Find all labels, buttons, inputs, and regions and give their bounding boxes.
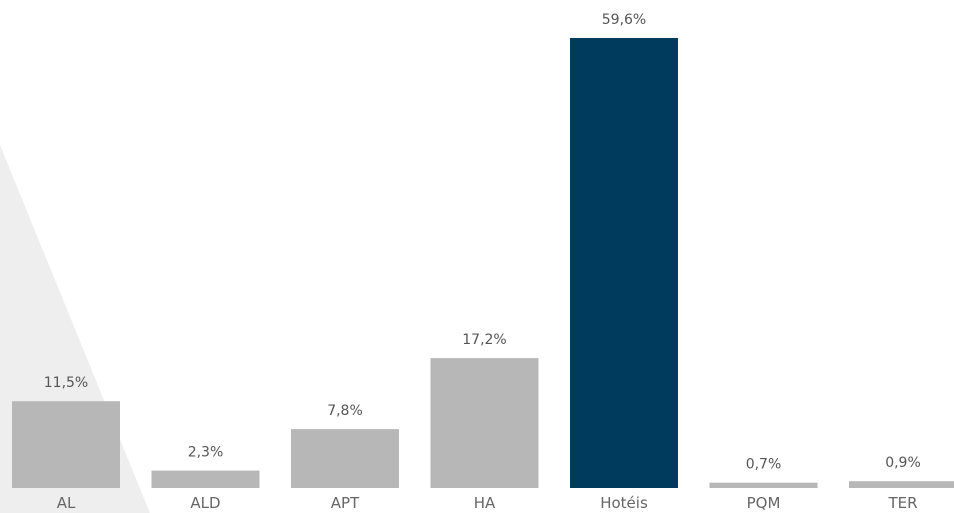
x-tick-label: APT bbox=[331, 494, 360, 512]
data-label: 17,2% bbox=[462, 332, 506, 348]
bar-ter bbox=[849, 481, 954, 488]
x-tick-label: PQM bbox=[747, 494, 781, 512]
data-labels-group: 11,5% 2,3% 7,8% 17,2% 59,6% 0,7% 0,9% bbox=[44, 12, 921, 473]
data-label: 11,5% bbox=[44, 375, 88, 391]
bar-apt bbox=[291, 429, 399, 488]
data-label: 0,7% bbox=[746, 457, 782, 473]
x-axis-tick-labels: AL ALD APT HA Hotéis PQM TER bbox=[57, 494, 918, 512]
bar-ald bbox=[151, 470, 260, 488]
bar-pqm bbox=[709, 482, 818, 488]
x-tick-label: Hotéis bbox=[600, 494, 648, 512]
data-label: 59,6% bbox=[602, 12, 646, 28]
x-tick-label: TER bbox=[887, 494, 917, 512]
bar-hot-is bbox=[570, 38, 678, 488]
data-label: 7,8% bbox=[327, 403, 363, 419]
data-label: 0,9% bbox=[885, 455, 921, 471]
x-tick-label: ALD bbox=[190, 494, 220, 512]
bar-ha bbox=[430, 358, 539, 488]
data-label: 2,3% bbox=[188, 445, 224, 461]
bars-group bbox=[12, 38, 954, 488]
bar-al bbox=[12, 401, 120, 488]
x-tick-label: AL bbox=[57, 494, 76, 512]
x-tick-label: HA bbox=[474, 494, 496, 512]
